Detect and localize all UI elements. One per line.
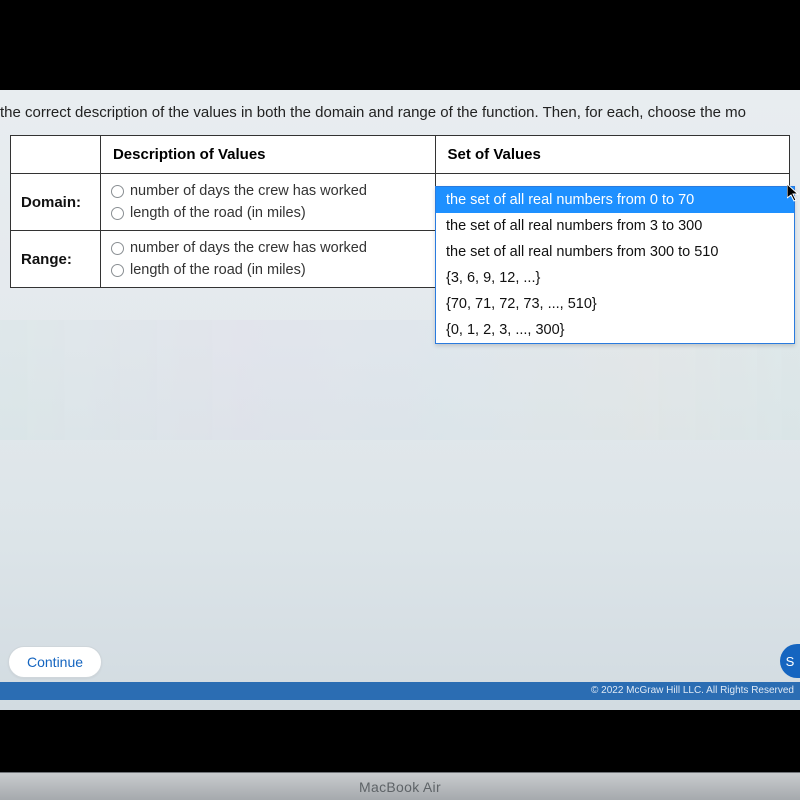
range-option-a-label: number of days the crew has worked: [130, 240, 367, 256]
letterbox-bottom: MacBook Air: [0, 710, 800, 800]
app-screen: the correct description of the values in…: [0, 90, 800, 710]
range-desc-cell: number of days the crew has worked lengt…: [100, 231, 435, 288]
radio-icon: [111, 185, 124, 198]
dropdown-option-0[interactable]: the set of all real numbers from 0 to 70: [436, 187, 794, 213]
right-edge-button[interactable]: S: [780, 644, 800, 678]
instruction-text: the correct description of the values in…: [0, 90, 800, 135]
row-label-domain: Domain:: [11, 174, 101, 231]
range-option-b-label: length of the road (in miles): [130, 262, 306, 278]
header-description: Description of Values: [100, 136, 435, 174]
dropdown-option-5[interactable]: {0, 1, 2, 3, ..., 300}: [436, 317, 794, 343]
radio-icon: [111, 242, 124, 255]
domain-option-a-label: number of days the crew has worked: [130, 183, 367, 199]
radio-icon: [111, 207, 124, 220]
continue-button[interactable]: Continue: [8, 646, 102, 678]
range-option-b[interactable]: length of the road (in miles): [111, 259, 425, 281]
domain-desc-cell: number of days the crew has worked lengt…: [100, 174, 435, 231]
dropdown-option-1[interactable]: the set of all real numbers from 3 to 30…: [436, 213, 794, 239]
domain-option-a[interactable]: number of days the crew has worked: [111, 180, 425, 202]
dropdown-option-4[interactable]: {70, 71, 72, 73, ..., 510}: [436, 291, 794, 317]
domain-option-b[interactable]: length of the road (in miles): [111, 202, 425, 224]
row-label-range: Range:: [11, 231, 101, 288]
dropdown-option-2[interactable]: the set of all real numbers from 300 to …: [436, 239, 794, 265]
dropdown-option-3[interactable]: {3, 6, 9, 12, ...}: [436, 265, 794, 291]
letterbox-top: [0, 0, 800, 90]
header-set: Set of Values: [435, 136, 790, 174]
laptop-base: MacBook Air: [0, 772, 800, 800]
laptop-brand: MacBook Air: [359, 779, 441, 795]
range-option-a[interactable]: number of days the crew has worked: [111, 237, 425, 259]
header-blank: [11, 136, 101, 174]
copyright-bar: © 2022 McGraw Hill LLC. All Rights Reser…: [0, 682, 800, 700]
domain-select-dropdown[interactable]: the set of all real numbers from 0 to 70…: [435, 186, 795, 344]
domain-option-b-label: length of the road (in miles): [130, 205, 306, 221]
radio-icon: [111, 264, 124, 277]
